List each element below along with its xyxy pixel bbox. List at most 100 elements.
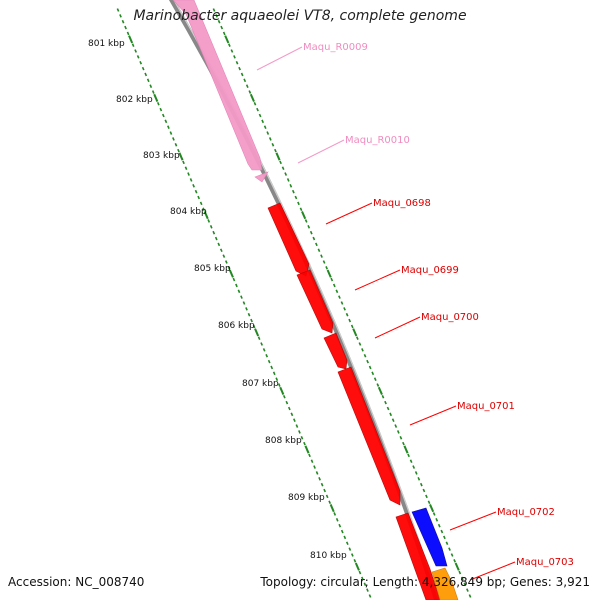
gene-label[interactable]: Maqu_R0010 [345, 135, 410, 146]
minor-tick [194, 189, 198, 194]
minor-tick [348, 547, 352, 551]
minor-tick [184, 166, 188, 171]
major-tick [304, 445, 310, 454]
minor-tick [409, 459, 413, 464]
feature-track[interactable] [172, 0, 459, 600]
minor-tick [156, 101, 160, 106]
minor-tick [312, 236, 316, 241]
major-tick [454, 562, 460, 571]
minor-tick [376, 383, 380, 387]
gene-label[interactable]: Maqu_0703 [516, 557, 574, 568]
minor-tick [448, 547, 451, 551]
minor-tick [172, 137, 175, 141]
minor-tick [285, 400, 289, 405]
minor-tick [304, 219, 308, 223]
minor-tick [227, 266, 231, 270]
major-tick [224, 35, 230, 44]
ruler-label: 805 kbp [194, 264, 231, 274]
minor-tick [317, 248, 321, 253]
gene-arrow-cds[interactable] [337, 366, 401, 506]
minor-tick [300, 435, 304, 440]
minor-tick [146, 78, 150, 83]
minor-tick [355, 336, 359, 340]
minor-tick [253, 101, 257, 106]
gene-arrow-cds[interactable] [395, 512, 441, 600]
genome-stats-label: Topology: circular; Length: 4,326,849 bp… [260, 575, 590, 589]
major-tick [403, 445, 409, 454]
minor-tick [277, 383, 281, 387]
ruler-label: 806 kbp [218, 321, 255, 331]
map-title: Marinobacter aquaeolei VT8, complete gen… [133, 8, 467, 24]
minor-tick [214, 236, 218, 241]
minor-tick [227, 43, 231, 47]
ruler-label: 809 kbp [288, 493, 325, 503]
minor-tick [245, 307, 248, 311]
gene-arrow-cds[interactable] [296, 269, 334, 334]
minor-tick [126, 31, 130, 36]
minor-tick [318, 477, 321, 481]
minor-tick [232, 277, 236, 282]
ruler-label: 807 kbp [242, 379, 279, 389]
major-tick [228, 269, 234, 278]
minor-tick [159, 107, 163, 112]
minor-tick [368, 594, 372, 598]
leader-line [354, 269, 401, 291]
minor-tick [335, 518, 339, 522]
gene-arrow-cds[interactable] [267, 202, 310, 277]
minor-tick [340, 301, 344, 305]
minor-tick [450, 553, 454, 557]
minor-tick [373, 377, 377, 381]
minor-tick [328, 500, 332, 505]
gene-arrow-cds_reverse[interactable] [411, 507, 448, 567]
minor-tick [248, 90, 252, 94]
gene-label[interactable]: Maqu_0702 [497, 507, 555, 518]
minor-tick [361, 576, 364, 581]
minor-tick [275, 377, 279, 381]
minor-tick [295, 424, 299, 428]
minor-tick [330, 277, 334, 282]
minor-tick [121, 19, 125, 24]
gene-arrow-rna[interactable] [254, 171, 269, 183]
gene-label[interactable]: Maqu_0701 [457, 401, 515, 412]
minor-tick [139, 60, 143, 65]
leader-line [449, 511, 497, 531]
minor-tick [174, 142, 178, 147]
minor-tick [384, 400, 387, 405]
minor-tick [161, 113, 165, 118]
minor-tick [466, 588, 469, 592]
gene-label[interactable]: Maqu_R0009 [303, 42, 368, 53]
minor-tick [256, 107, 259, 112]
gene-arrow-rna[interactable] [172, 0, 263, 171]
major-tick [178, 152, 184, 161]
minor-tick [119, 14, 122, 18]
minor-tick [207, 219, 211, 223]
minor-tick [177, 148, 180, 153]
gene-label[interactable]: Maqu_0700 [421, 312, 479, 323]
minor-tick [164, 119, 168, 124]
minor-tick [271, 142, 275, 147]
minor-tick [358, 570, 362, 575]
gene-label[interactable]: Maqu_0699 [401, 265, 459, 276]
ruler-label: 804 kbp [170, 207, 207, 217]
minor-tick [237, 289, 241, 294]
minor-tick [252, 324, 256, 329]
minor-tick [284, 172, 288, 176]
gene-arrow-other[interactable] [431, 567, 459, 600]
minor-tick [136, 55, 140, 59]
minor-tick [219, 248, 223, 253]
minor-tick [427, 500, 431, 505]
minor-tick [247, 312, 251, 317]
minor-tick [363, 582, 367, 587]
minor-tick [303, 441, 306, 446]
minor-tick [440, 529, 444, 534]
minor-tick [402, 441, 405, 446]
minor-tick [353, 559, 357, 563]
gene-label[interactable]: Maqu_0698 [373, 198, 431, 209]
minor-tick [394, 424, 398, 428]
minor-tick [338, 295, 341, 299]
minor-tick [437, 523, 441, 528]
gene-arrow-cds[interactable] [323, 332, 348, 370]
minor-tick [463, 582, 467, 587]
major-tick [429, 504, 435, 513]
minor-tick [235, 60, 239, 65]
